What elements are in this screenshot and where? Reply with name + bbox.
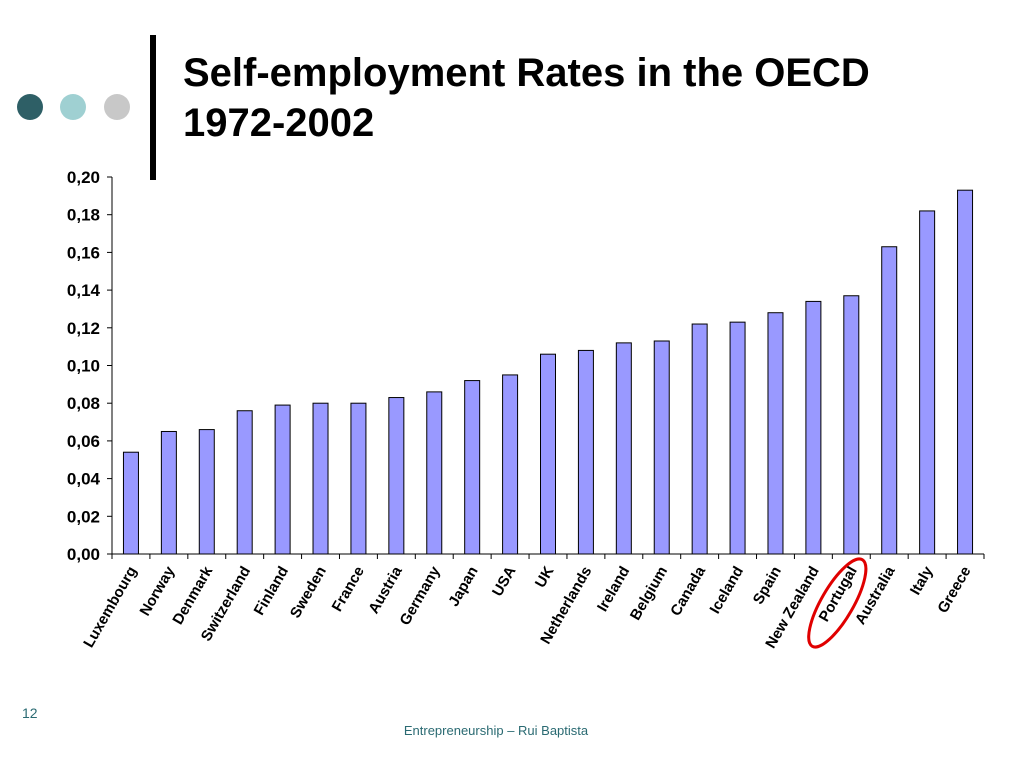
- slide-title-line2: 1972-2002: [183, 101, 375, 145]
- x-tick-label: Finland: [251, 564, 292, 619]
- slide-title: Self-employment Rates in the OECD 1972-2…: [183, 48, 870, 148]
- bar-canada: [691, 323, 708, 555]
- decor-dot-3: [104, 94, 130, 120]
- x-tick-label: USA: [489, 563, 520, 599]
- decor-dot-2: [60, 94, 86, 120]
- x-tick-label: Iceland: [706, 564, 747, 617]
- y-tick-label: 0,08: [67, 394, 100, 413]
- y-tick-label: 0,02: [67, 507, 100, 526]
- bar-spain: [767, 312, 784, 555]
- y-tick-label: 0,16: [67, 243, 100, 262]
- bar-uk: [540, 353, 556, 555]
- bar-france: [350, 402, 367, 555]
- bar-greece: [957, 189, 974, 555]
- bar-switzerland: [236, 410, 253, 555]
- bar-portugal: [843, 295, 860, 555]
- footer-text: Entrepreneurship – Rui Baptista: [403, 723, 589, 738]
- bar-usa: [502, 374, 519, 555]
- decor-dot-1: [17, 94, 43, 120]
- x-tick-label: Greece: [934, 564, 974, 617]
- bar-iceland: [729, 321, 746, 555]
- bar-germany: [426, 391, 443, 555]
- x-tick-label: Ireland: [594, 564, 633, 615]
- bar-belgium: [653, 340, 670, 555]
- bar-chart: 0,00 0,02 0,04 0,06 0,08 0,10 0,12 0,14 0,16 0,18…: [67, 168, 985, 651]
- y-tick-label: 0,04: [67, 470, 101, 489]
- bar-denmark: [198, 429, 215, 555]
- y-tick-label: 0,12: [67, 319, 100, 338]
- x-tick-label: Spain: [750, 564, 785, 608]
- y-tick-label: 0,10: [67, 357, 100, 376]
- x-tick-label: Belgium: [627, 564, 671, 624]
- bar-norway: [160, 430, 177, 555]
- x-tick-label: Austria: [365, 563, 406, 617]
- footer: Entrepreneurship – Rui Baptista: [0, 723, 1024, 738]
- bar-austria: [388, 397, 405, 555]
- bar-netherlands: [577, 349, 594, 555]
- x-tick-label: UK: [532, 563, 558, 590]
- y-tick-label: 0,06: [67, 432, 100, 451]
- bar-luxembourg: [122, 451, 139, 555]
- slide-title-line1: Self-employment Rates in the OECD: [183, 51, 870, 95]
- bar-australia: [881, 246, 898, 555]
- x-tick-label: Sweden: [287, 564, 330, 622]
- bar-sweden: [312, 402, 329, 555]
- y-tick-label: 0,20: [67, 168, 100, 187]
- x-tick-label: Norway: [137, 563, 179, 619]
- highlight-ellipse: [807, 557, 868, 649]
- x-tick-label: Italy: [907, 563, 937, 598]
- y-tick-label: 0,00: [67, 545, 100, 564]
- x-tick-label: Japan: [445, 564, 481, 610]
- y-tick-label: 0,14: [67, 281, 101, 300]
- x-tick-label: France: [329, 564, 368, 615]
- bar-new-zealand: [805, 300, 822, 555]
- bar-italy: [919, 210, 936, 555]
- page-number: 12: [22, 705, 38, 721]
- y-tick-label: 0,18: [67, 206, 100, 225]
- x-tick-label: Luxembourg: [80, 564, 140, 651]
- title-divider: [150, 35, 156, 180]
- x-tick-label: Canada: [667, 563, 709, 619]
- bar-japan: [464, 380, 481, 555]
- bar-ireland: [615, 342, 632, 555]
- bar-finland: [274, 404, 291, 555]
